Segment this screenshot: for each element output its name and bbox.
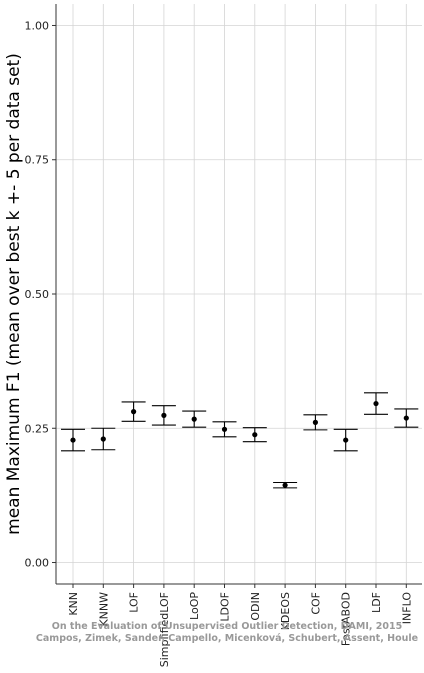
mean-points [70, 400, 409, 488]
mean-point [282, 482, 288, 488]
y-tick-label: 0.00 [25, 557, 50, 570]
mean-point [373, 400, 379, 407]
mean-point [252, 432, 258, 438]
y-grid [56, 25, 422, 563]
y-tick-label: 0.25 [25, 422, 50, 435]
mean-point [343, 437, 349, 443]
x-ticks: KNN KNNW LOF SimplifiedLOF LoOP LDOF ODIN KDEOS… [67, 584, 413, 667]
x-tick-label: INFLO [400, 592, 413, 625]
x-tick-label: LOF [128, 592, 141, 613]
x-grid [72, 4, 407, 584]
x-tick-label: LDF [370, 592, 383, 613]
mean-point [131, 409, 137, 415]
y-tick-label: 0.50 [25, 288, 50, 301]
mean-point [221, 426, 228, 432]
x-tick-label: LDOF [219, 592, 232, 622]
x-tick-label: FastABOD [340, 592, 353, 646]
x-tick-label: LoOP [188, 592, 201, 620]
x-tick-label: COF [309, 592, 322, 615]
watermark-line-2: Campos, Zimek, Sander, Campello, Micenko… [36, 633, 418, 644]
y-axis-label: mean Maximum F1 (mean over best k +- 5 p… [4, 53, 24, 535]
mean-point [70, 437, 76, 443]
y-tick-label: 0.75 [25, 154, 50, 167]
mean-point [100, 436, 106, 442]
mean-point [161, 412, 167, 418]
mean-point [191, 416, 197, 422]
y-tick-label: 1.00 [25, 19, 50, 32]
watermark: On the Evaluation of Unsupervised Outlie… [36, 621, 418, 644]
x-tick-label: SimplifiedLOF [158, 592, 171, 667]
x-tick-label: ODIN [249, 592, 262, 621]
watermark-line-1: On the Evaluation of Unsupervised Outlie… [52, 621, 402, 632]
mean-point [312, 419, 318, 425]
x-tick-label: KDEOS [279, 592, 292, 630]
mean-point [403, 415, 409, 421]
x-tick-label: KNN [67, 592, 80, 616]
x-tick-label: KNNW [97, 592, 110, 627]
y-ticks: 0.00 0.25 0.50 0.75 1.00 [25, 19, 56, 570]
